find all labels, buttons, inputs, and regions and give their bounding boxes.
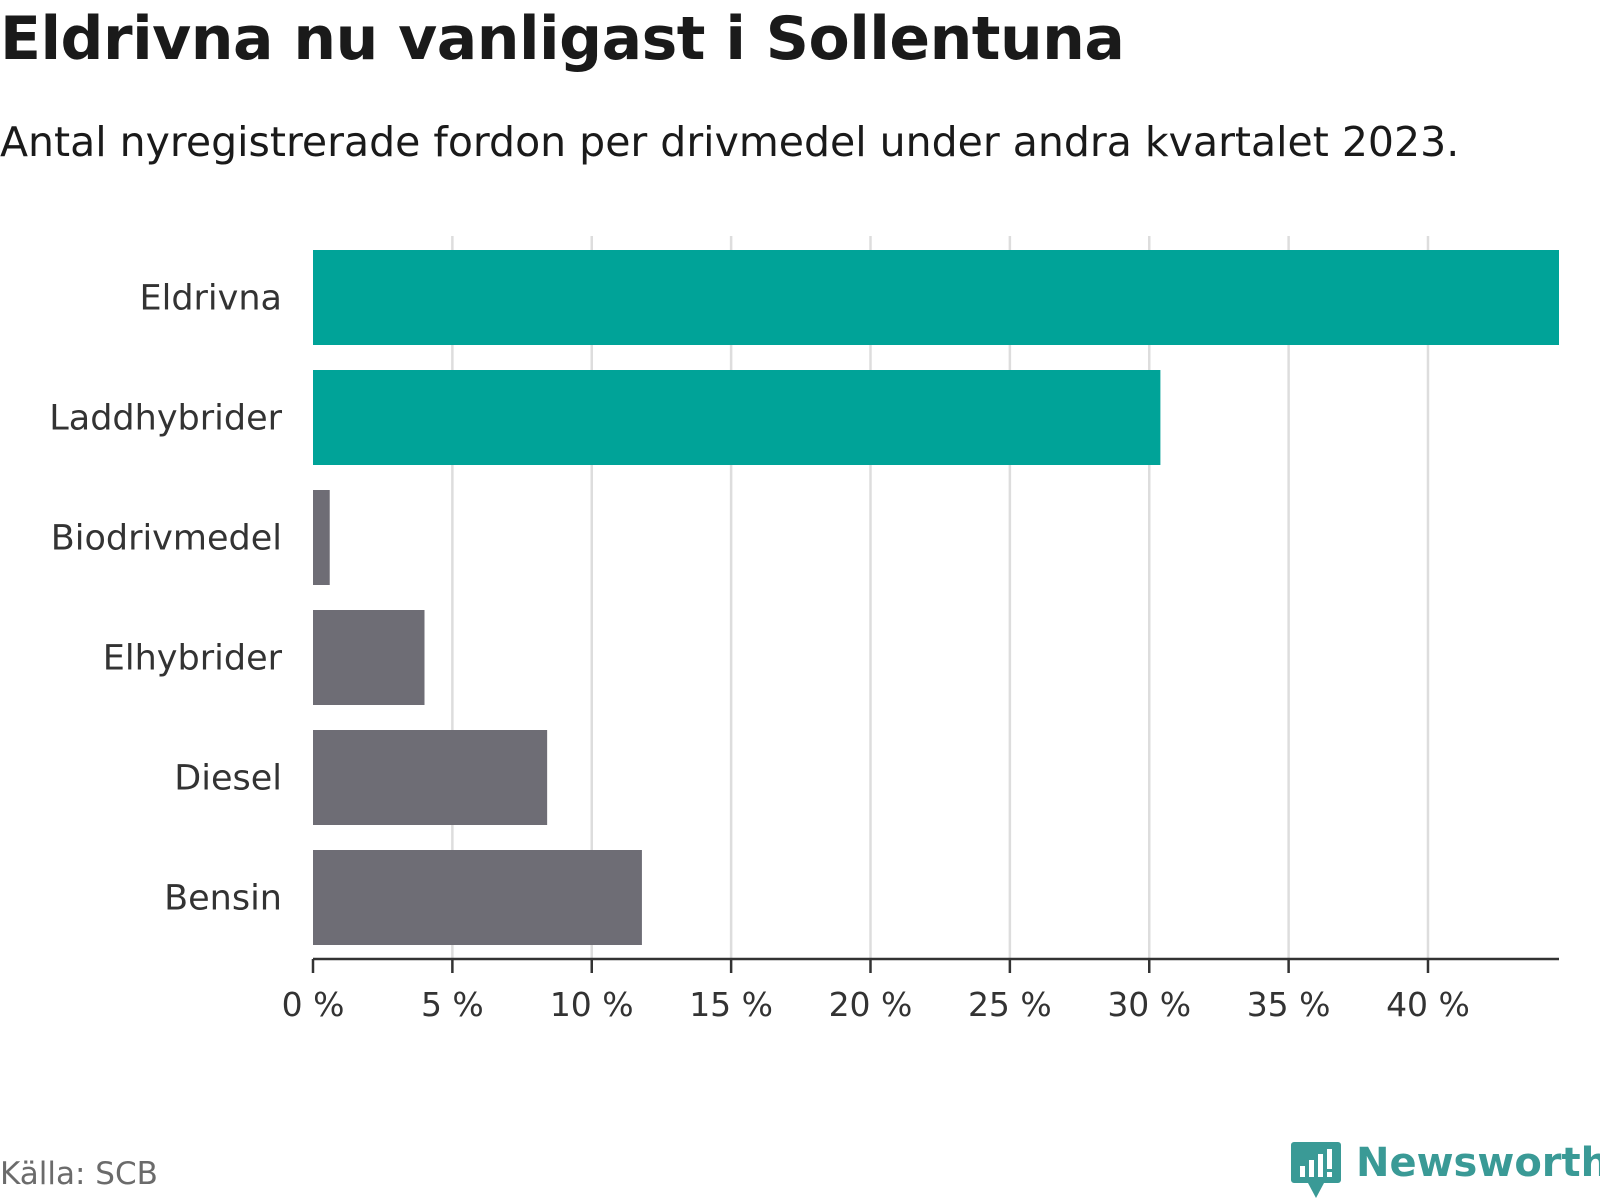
x-tick-label-30: 30 % — [1107, 985, 1191, 1024]
brand-logo: Newsworthy — [1290, 1140, 1600, 1200]
bar-eldrivna — [313, 250, 1559, 345]
x-tick-label-40: 40 % — [1386, 985, 1470, 1024]
category-labels: Eldrivna Laddhybrider Biodrivmedel Elhybrid… — [49, 279, 282, 919]
x-tick-label-35: 35 % — [1247, 985, 1331, 1024]
category-label-elhybrider: Elhybrider — [103, 639, 283, 679]
x-tick-label-15: 15 % — [689, 985, 773, 1024]
x-axis: 0 % 5 % 10 % 15 % 20 % 25 % 30 % 35 % 40 % — [282, 957, 1559, 1024]
bar-chart-speech-bubble-icon — [1291, 1142, 1341, 1198]
x-tick-label-5: 5 % — [421, 985, 484, 1024]
source-note: Källa: SCB — [0, 1156, 158, 1192]
category-label-eldrivna: Eldrivna — [139, 279, 282, 319]
category-label-laddhybrider: Laddhybrider — [49, 399, 282, 439]
bar-bensin — [313, 850, 642, 945]
brand-name: Newsworthy — [1356, 1140, 1600, 1186]
category-label-diesel: Diesel — [174, 759, 282, 799]
bar-elhybrider — [313, 610, 425, 705]
bar-biodrivmedel — [313, 490, 330, 585]
bar-chart: Eldrivna Laddhybrider Biodrivmedel Elhybrid… — [49, 236, 1559, 1024]
x-tick-label-20: 20 % — [829, 985, 913, 1024]
x-tick-label-0: 0 % — [282, 985, 345, 1024]
chart-title: Eldrivna nu vanligast i Sollentuna — [0, 4, 1125, 74]
chart-subtitle: Antal nyregistrerade fordon per drivmede… — [0, 118, 1460, 166]
bar-laddhybrider — [313, 370, 1161, 465]
bars — [313, 250, 1559, 945]
bar-diesel — [313, 730, 548, 825]
category-label-bensin: Bensin — [164, 879, 282, 919]
category-label-biodrivmedel: Biodrivmedel — [51, 519, 282, 559]
x-tick-label-25: 25 % — [968, 985, 1052, 1024]
gridlines — [451, 236, 1430, 959]
x-tick-label-10: 10 % — [550, 985, 634, 1024]
